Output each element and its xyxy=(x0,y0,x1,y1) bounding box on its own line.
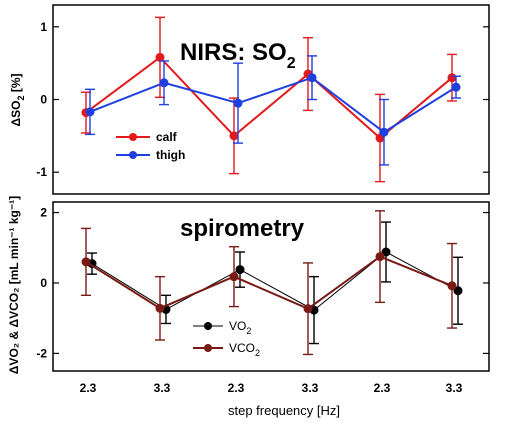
legend-label-vco: VCO2 xyxy=(229,341,260,358)
bottom-y-ticks: -2 0 2 xyxy=(36,206,489,360)
legend-label-calf: calf xyxy=(156,130,178,144)
y-tick-label-0: -2 xyxy=(36,346,47,360)
legend-marker-calf xyxy=(129,133,137,141)
top-y-ticks: -1 0 1 xyxy=(36,20,489,179)
point-vo-5 xyxy=(453,286,463,296)
bottom-panel-frame xyxy=(52,201,490,372)
legend-label-vo: VO2 xyxy=(229,319,251,336)
x-tick-label-3: 3.3 xyxy=(302,381,319,395)
y-tick-label-0: -1 xyxy=(36,165,47,179)
point-thigh-2 xyxy=(233,98,243,108)
legend-marker-vo xyxy=(204,322,212,330)
x-tick-label-2: 2.3 xyxy=(228,381,245,395)
top-plot-area xyxy=(81,16,461,183)
series-line-vco xyxy=(85,255,453,310)
point-thigh-3 xyxy=(307,73,317,83)
point-vco-1 xyxy=(155,303,165,313)
bottom-y-axis-title: ΔVO₂ & ΔVCO₂ [mL min⁻¹ kg⁻¹] xyxy=(7,196,21,374)
point-vo-2 xyxy=(235,265,245,275)
top-y-axis-title: ΔSO2 [%] xyxy=(9,74,26,127)
x-tick-label-0: 2.3 xyxy=(80,381,97,395)
series-line-vo xyxy=(91,251,459,311)
y-tick-label-2: 1 xyxy=(40,20,47,34)
legend-marker-thigh xyxy=(129,151,137,159)
y-tick-label-1: 0 xyxy=(40,276,47,290)
bottom-panel-title: spirometry xyxy=(180,215,305,242)
legend-marker-vco xyxy=(204,344,212,352)
x-tick-label-5: 3.3 xyxy=(446,381,463,395)
point-vco-5 xyxy=(447,281,457,291)
series-line-calf xyxy=(85,56,453,140)
x-axis-title: step frequency [Hz] xyxy=(228,403,340,418)
point-vco-3 xyxy=(303,304,313,314)
y-tick-label-2: 2 xyxy=(40,206,47,220)
point-calf-1 xyxy=(155,52,165,62)
legend-label-thigh: thigh xyxy=(156,148,185,162)
point-vco-4 xyxy=(375,252,385,262)
top-panel-frame xyxy=(52,4,490,195)
x-tick-label-1: 3.3 xyxy=(154,381,171,395)
top-legend: calf thigh xyxy=(116,130,185,162)
x-tick-label-4: 2.3 xyxy=(374,381,391,395)
point-thigh-1 xyxy=(159,78,169,88)
series-line-thigh xyxy=(89,76,457,134)
point-calf-5 xyxy=(447,73,457,83)
bottom-plot-area xyxy=(81,210,463,356)
x-ticks: 2.3 3.3 2.3 3.3 2.3 3.3 xyxy=(80,381,463,395)
bottom-legend: VO2 VCO2 xyxy=(193,319,260,358)
point-vo-4 xyxy=(381,247,391,257)
point-vco-2 xyxy=(229,272,239,282)
top-panel-title: NIRS: SO2 xyxy=(180,39,296,72)
point-thigh-5 xyxy=(451,82,461,92)
point-thigh-4 xyxy=(379,127,389,137)
point-thigh-0 xyxy=(85,107,95,117)
point-vco-0 xyxy=(81,257,91,267)
y-tick-label-1: 0 xyxy=(40,93,47,107)
point-calf-2 xyxy=(229,131,239,141)
